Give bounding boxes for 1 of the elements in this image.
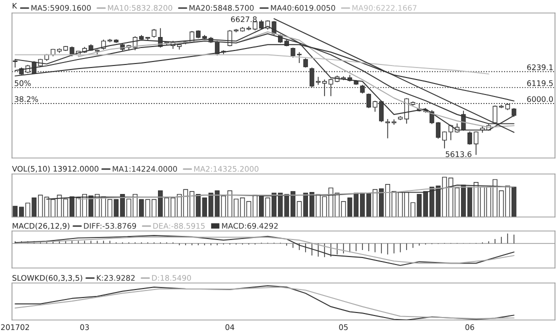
candlestick (303, 58, 308, 68)
